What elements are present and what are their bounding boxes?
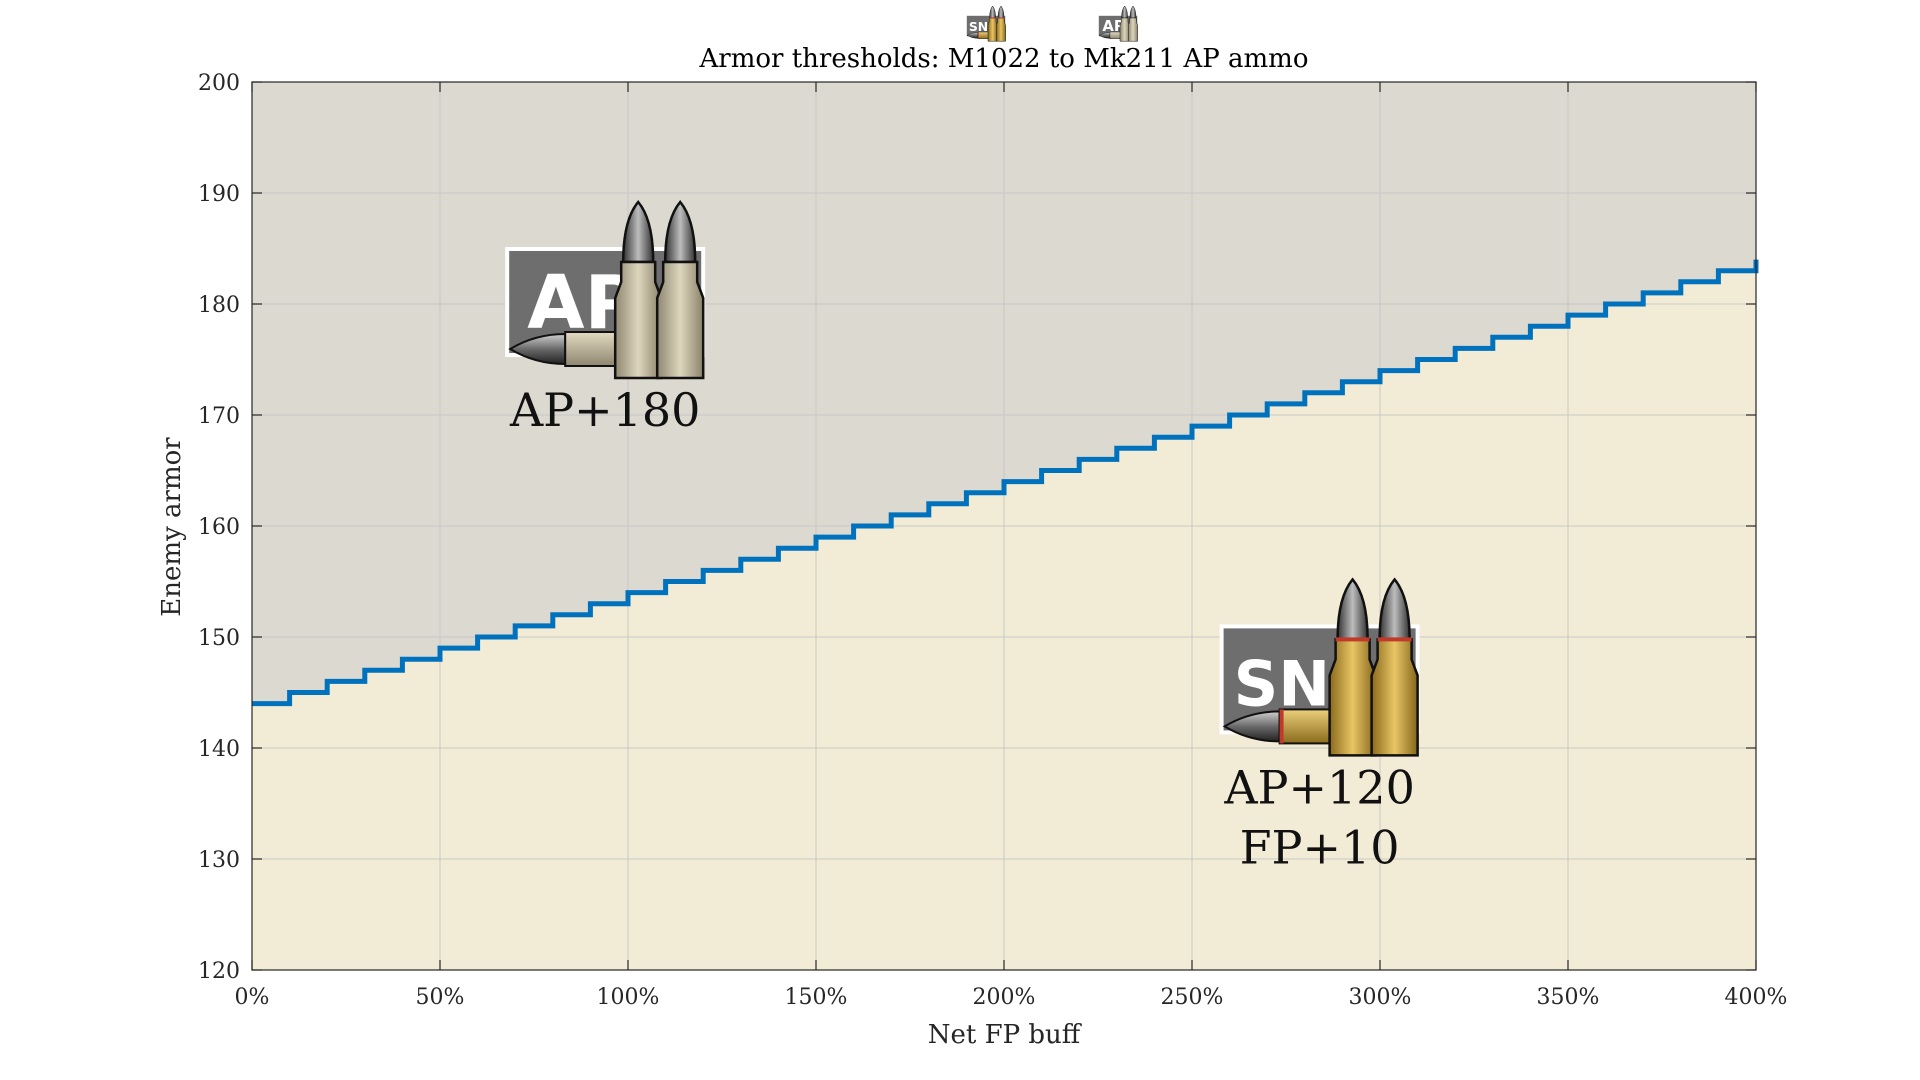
y-tick-label: 170 <box>198 404 240 429</box>
bullet-tip <box>997 5 1005 19</box>
series-step-line <box>252 259 1759 707</box>
x-tick-label: 200% <box>973 985 1036 1010</box>
x-tick-label: 400% <box>1725 985 1788 1010</box>
y-tick-label: 150 <box>198 626 240 651</box>
y-axis-title: Enemy armor <box>157 437 187 617</box>
bullet-tip <box>989 5 996 19</box>
x-tick-label: 0% <box>235 985 270 1010</box>
y-tick-label: 130 <box>198 848 240 873</box>
bullet-case <box>655 260 705 380</box>
x-tick-label: 150% <box>785 985 848 1010</box>
y-tick-label: 180 <box>198 293 240 318</box>
bullet-case <box>987 17 998 42</box>
bullet-case <box>613 260 663 380</box>
ammo-icon-sni: SNI <box>1219 577 1420 757</box>
badge-label: AP <box>1102 18 1124 35</box>
y-tick-label: 190 <box>198 182 240 207</box>
bullet-case <box>1328 638 1377 757</box>
annotation-text: FP+10 <box>1240 820 1400 874</box>
bullet-ring <box>997 17 1005 19</box>
bullet-ring <box>989 17 996 19</box>
badge-label: SNI <box>969 19 993 34</box>
bullet-ring <box>1377 637 1412 642</box>
bullet-tip <box>1129 5 1137 19</box>
bullet-tip <box>1121 5 1128 19</box>
bullet-case <box>1370 638 1419 757</box>
x-tick-label: 50% <box>416 985 465 1010</box>
bullet-tip <box>621 200 655 264</box>
bullet-case <box>996 17 1006 42</box>
legend-icons: SNI AP <box>966 5 1138 42</box>
y-tick-label: 120 <box>198 959 240 984</box>
plot-area: 0% 50% 100% 150% 200% 250% 300% 350% 400% 120 130 1… <box>198 71 1787 1010</box>
title-icon-ap: AP <box>1098 5 1138 42</box>
bullet-ring <box>978 32 979 39</box>
x-tick-label: 250% <box>1161 985 1224 1010</box>
y-tick-label: 140 <box>198 737 240 762</box>
x-tick-label: 100% <box>597 985 660 1010</box>
bullet-case <box>1128 17 1138 42</box>
annotation-text: AP+120 <box>1223 760 1415 814</box>
bullet-ring <box>1335 637 1370 642</box>
x-axis-title: Net FP buff <box>928 1020 1083 1050</box>
x-tick-label: 300% <box>1349 985 1412 1010</box>
ammo-icon-ap: AP <box>505 200 706 380</box>
bullet-ring <box>1279 709 1284 744</box>
title-icon-sni: SNI <box>966 5 1006 42</box>
y-tick-label: 160 <box>198 515 240 540</box>
bullet-case <box>1119 17 1130 42</box>
x-tick-label: 350% <box>1537 985 1600 1010</box>
bullet-tip <box>1336 577 1369 641</box>
bullet-tip <box>1378 577 1411 641</box>
annotation-text: AP+180 <box>509 383 701 437</box>
bullet-tip <box>663 200 697 264</box>
chart-title: Armor thresholds: M1022 to Mk211 AP ammo <box>699 44 1309 74</box>
y-tick-label: 200 <box>198 71 240 96</box>
